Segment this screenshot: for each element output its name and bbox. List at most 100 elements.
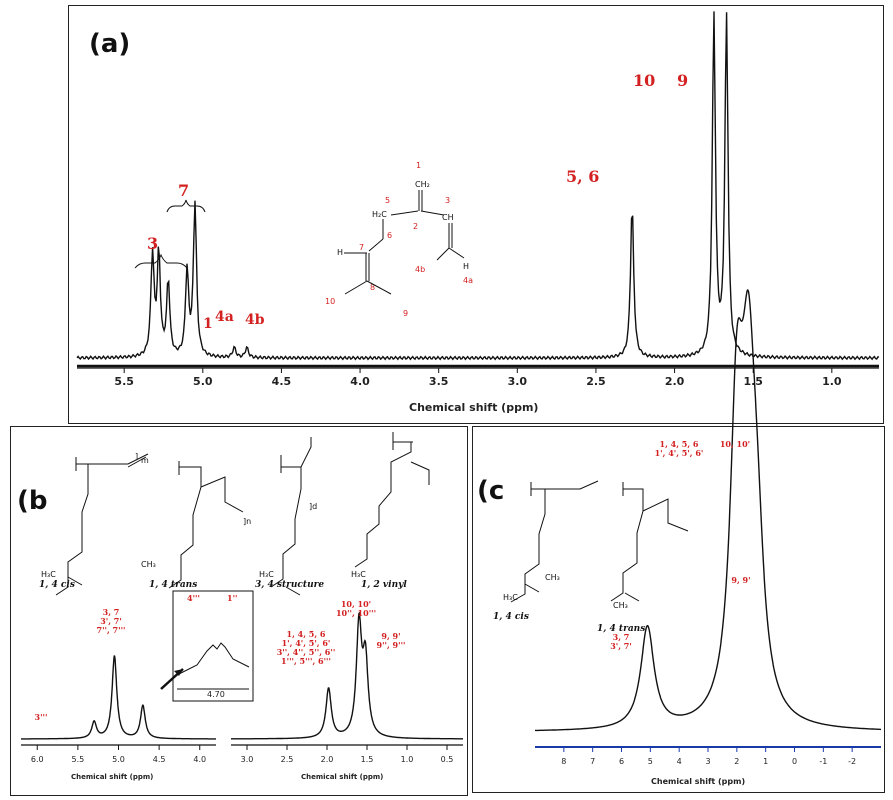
panel-b-label: (b bbox=[17, 486, 48, 516]
peak-labels-b: 3, 7 3', 7' 7'', 7''' 3''' 1, 4, 5, 6 1', 4',… bbox=[35, 599, 406, 722]
svg-text:m: m bbox=[141, 456, 149, 465]
struct-num-10: 10 bbox=[325, 297, 335, 306]
tick-label: 4.5 bbox=[153, 755, 166, 764]
peak-labels-c: 1, 4, 5, 6 1', 4', 5', 6' 10, 10' 9, 9' 3, 7… bbox=[610, 439, 750, 651]
struct-num-6: 6 bbox=[387, 231, 392, 240]
panel-c: (c H₃C CH₃ CH₃ 1, 4 cis 1, 4 trans 8 7 6 5 4… bbox=[472, 289, 885, 793]
tick-label: 2.0 bbox=[321, 755, 334, 764]
peak-label-c-3-7: 3, 7 3', 7' bbox=[610, 632, 632, 651]
peak-label-1: 1 bbox=[203, 316, 213, 332]
inset-spectrum bbox=[176, 642, 250, 676]
struct-atom-h2c: H₂C bbox=[372, 210, 387, 219]
struct-num-5: 5 bbox=[385, 196, 390, 205]
ticks-a: 5.5 5.0 4.5 4.0 3.5 3.0 2.5 2.0 1.5 1.0 bbox=[114, 368, 842, 388]
structure-3-4 bbox=[270, 437, 312, 596]
tick-label: 1.5 bbox=[361, 755, 374, 764]
struct-atom-ch2-top: CH₂ bbox=[415, 180, 430, 189]
tick-label: 0.5 bbox=[441, 755, 454, 764]
tick-label: 4.0 bbox=[193, 755, 206, 764]
struct-atom-ch: CH bbox=[442, 213, 454, 222]
spectrum-b-right-line bbox=[231, 611, 463, 740]
svg-text:]d: ]d bbox=[309, 502, 317, 511]
structure-vinyl bbox=[354, 432, 430, 568]
struct-num-1: 1 bbox=[416, 161, 421, 170]
panel-b-svg: (b ] m ]n ]d H₃C CH₃ H₃C H₃C 1, 4 cis 1, … bbox=[17, 432, 463, 781]
tick-label: -1 bbox=[819, 757, 827, 766]
isomer-structures-c: H₃C CH₃ CH₃ 1, 4 cis 1, 4 trans bbox=[493, 480, 689, 634]
x-axis-label-b-right: Chemical shift (ppm) bbox=[301, 773, 383, 781]
struct-num-9: 9 bbox=[403, 309, 408, 318]
inset-tick-label: 4.70 bbox=[207, 690, 225, 699]
svg-text:H₃C: H₃C bbox=[503, 593, 518, 602]
tick-label: 4.5 bbox=[272, 375, 292, 388]
tick-label: 2.0 bbox=[665, 375, 685, 388]
svg-text:]n: ]n bbox=[243, 517, 251, 526]
svg-text:CH₃: CH₃ bbox=[613, 601, 628, 610]
peak-label-3: 3 bbox=[147, 234, 158, 253]
panel-a: (a) 5.5 5.0 4.5 4.0 3.5 3.0 2.5 2.0 1.5 1.0 Chemi… bbox=[68, 5, 884, 424]
tick-label: 5.5 bbox=[114, 375, 134, 388]
tick-label: 2 bbox=[734, 757, 739, 766]
struct-atom-h-4a: H bbox=[463, 262, 469, 271]
struct-atom-h-7: H bbox=[337, 248, 343, 257]
tick-label: 7 bbox=[590, 757, 595, 766]
tick-label: 2.5 bbox=[586, 375, 606, 388]
svg-text:H₃C: H₃C bbox=[41, 570, 56, 579]
peak-label-b-1456: 1, 4, 5, 6 1', 4', 5', 6' 3'', 4'', 5'', 6… bbox=[277, 629, 336, 666]
panel-a-svg: (a) 5.5 5.0 4.5 4.0 3.5 3.0 2.5 2.0 1.5 1.0 Chemi… bbox=[76, 11, 880, 414]
x-axis-label-b-left: Chemical shift (ppm) bbox=[71, 773, 153, 781]
tick-label: 2.5 bbox=[281, 755, 294, 764]
tick-label: 6.0 bbox=[31, 755, 44, 764]
peak-label-b-10: 10, 10' 10'', 10''' bbox=[336, 599, 376, 618]
peak-label-c-1456: 1, 4, 5, 6 1', 4', 5', 6' bbox=[655, 439, 704, 458]
x-axis-label-c: Chemical shift (ppm) bbox=[651, 777, 745, 786]
peak-label-b-3-7: 3, 7 3', 7' 7'', 7''' bbox=[97, 607, 126, 635]
isomer-label-cis-c: 1, 4 cis bbox=[493, 612, 529, 622]
ticks-b-right: 3.0 2.5 2.0 1.5 1.0 0.5 bbox=[241, 745, 454, 764]
myrcene-structure: 1 CH₂ 5 H₂C 2 3 CH H 4a 4b 6 7 H bbox=[325, 161, 473, 318]
x-axis-label-a: Chemical shift (ppm) bbox=[409, 401, 538, 414]
tick-label: 6 bbox=[619, 757, 624, 766]
panel-c-svg: (c H₃C CH₃ CH₃ 1, 4 cis 1, 4 trans 8 7 6 5 4… bbox=[477, 289, 881, 786]
tick-label: 0 bbox=[792, 757, 797, 766]
struct-num-7: 7 bbox=[359, 243, 364, 252]
tick-label: 3.5 bbox=[429, 375, 449, 388]
svg-text:H₃C: H₃C bbox=[351, 570, 366, 579]
tick-label: 5.5 bbox=[72, 755, 85, 764]
structure-cis bbox=[55, 457, 89, 596]
svg-text:CH₃: CH₃ bbox=[141, 560, 156, 569]
tick-label: 5 bbox=[648, 757, 653, 766]
peak-label-7: 7 bbox=[178, 181, 189, 200]
inset-box bbox=[172, 590, 254, 702]
tick-label: 5.0 bbox=[112, 755, 125, 764]
isomer-label-trans-c: 1, 4 trans bbox=[597, 624, 645, 634]
svg-text:]: ] bbox=[135, 452, 138, 461]
isomer-label-vinyl: 1, 2 vinyl bbox=[361, 580, 407, 590]
panel-b: (b ] m ]n ]d H₃C CH₃ H₃C H₃C 1, 4 cis 1, … bbox=[10, 426, 468, 796]
peak-label-9: 9 bbox=[677, 71, 688, 90]
isomer-label-cis: 1, 4 cis bbox=[39, 580, 75, 590]
peak-label-c-10: 10, 10' bbox=[720, 439, 750, 449]
svg-text:H₃C: H₃C bbox=[259, 570, 274, 579]
struct-num-3: 3 bbox=[445, 196, 450, 205]
inset-label-1: 1'' bbox=[227, 593, 237, 603]
peak-label-5-6: 5, 6 bbox=[566, 167, 599, 186]
tick-label: 3 bbox=[705, 757, 710, 766]
tick-label: 1.0 bbox=[401, 755, 414, 764]
tick-label: 4 bbox=[677, 757, 682, 766]
struct-num-4b: 4b bbox=[415, 265, 425, 274]
tick-label: 4.0 bbox=[350, 375, 370, 388]
tick-label: 5.0 bbox=[193, 375, 213, 388]
spectrum-c-line bbox=[535, 289, 881, 732]
tick-label: -2 bbox=[848, 757, 856, 766]
panel-c-label: (c bbox=[477, 476, 504, 506]
spectrum-b-left-line bbox=[21, 655, 216, 740]
isomer-label-34: 3, 4 structure bbox=[255, 580, 324, 590]
spectrum-a-line bbox=[76, 11, 880, 361]
tick-label: 3.0 bbox=[241, 755, 254, 764]
tick-label: 1 bbox=[763, 757, 768, 766]
peak-label-b-9: 9, 9' 9'', 9''' bbox=[377, 631, 406, 650]
bracket-3 bbox=[134, 253, 188, 269]
isomer-structures-b: ] m ]n ]d H₃C CH₃ H₃C H₃C 1, 4 cis 1, 4 t… bbox=[39, 432, 430, 604]
isomer-label-trans: 1, 4 trans bbox=[149, 580, 197, 590]
